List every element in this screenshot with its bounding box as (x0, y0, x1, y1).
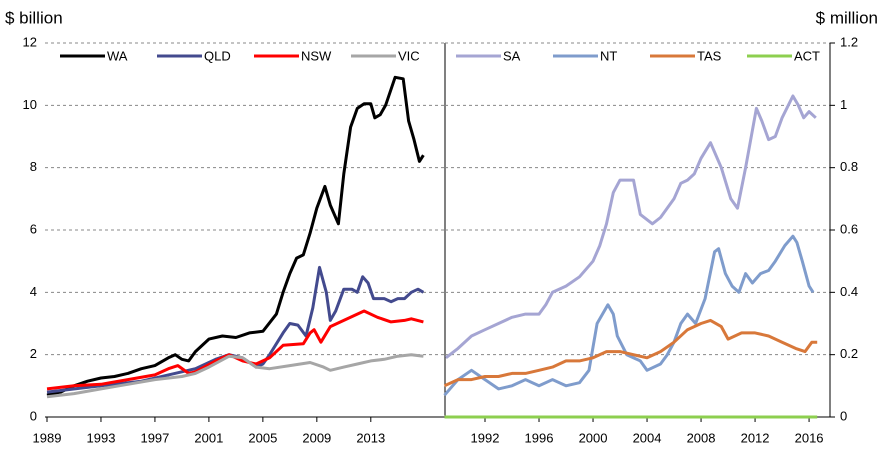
legend-label: WA (107, 48, 128, 63)
x-tick-label: 2004 (633, 430, 662, 445)
legend-label: NT (600, 48, 617, 63)
x-tick-label: 2016 (795, 430, 824, 445)
series-line (444, 94, 817, 359)
x-tick-label: 2009 (302, 430, 331, 445)
x-tick-label: 1993 (87, 430, 116, 445)
y-tick-label: 8 (30, 159, 37, 174)
y-tick-label: 2 (30, 346, 37, 361)
x-tick-label: 2008 (687, 430, 716, 445)
y-tick-label: 6 (30, 221, 37, 236)
y-tick-label: 10 (23, 97, 37, 112)
y-tick-label: 0.8 (840, 159, 858, 174)
series-line (443, 234, 815, 397)
x-tick-label: 1992 (471, 430, 500, 445)
legend-label: ACT (794, 48, 820, 63)
x-tick-label: 2012 (741, 430, 770, 445)
legend-label: VIC (398, 48, 420, 63)
y-tick-label: 1.2 (840, 34, 858, 49)
x-tick-label: 2000 (579, 430, 608, 445)
y-tick-label: 0.2 (840, 346, 858, 361)
y-tick-label: 0 (840, 408, 847, 423)
x-tick-label: 2001 (194, 430, 223, 445)
legend-label: TAS (697, 48, 722, 63)
x-tick-label: 2013 (356, 430, 385, 445)
series-line (46, 309, 424, 391)
y-axis-title: $ billion (5, 8, 63, 27)
series-line (46, 75, 425, 397)
x-tick-label: 2005 (248, 430, 277, 445)
x-tick-label: 1997 (140, 430, 169, 445)
y-tick-label: 0.4 (840, 284, 858, 299)
series-line (443, 318, 818, 388)
x-tick-label: 1996 (525, 430, 554, 445)
y-tick-label: 4 (30, 284, 37, 299)
legend-label: QLD (204, 48, 231, 63)
legend-label: NSW (301, 48, 332, 63)
series-line (46, 265, 425, 394)
y-tick-label: 1 (840, 97, 847, 112)
y-tick-label: 12 (23, 34, 37, 49)
y-axis-title: $ million (816, 8, 878, 27)
y-tick-label: 0 (30, 408, 37, 423)
y-tick-label: 0.6 (840, 221, 858, 236)
x-tick-label: 1989 (33, 430, 62, 445)
legend-label: SA (503, 48, 521, 63)
series-line (46, 353, 424, 399)
